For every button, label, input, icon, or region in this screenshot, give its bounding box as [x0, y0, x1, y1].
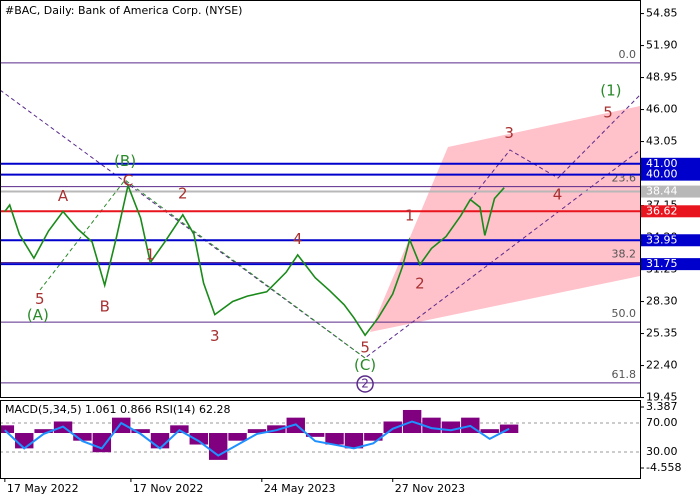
level-box [641, 157, 700, 170]
macd-bar [34, 429, 53, 434]
wave-label: 3 [210, 327, 220, 345]
wave-label: 5 [603, 103, 613, 121]
wave-label: 2 [361, 376, 369, 390]
y-tick-label: 51.90 [646, 39, 678, 52]
macd-bar [150, 433, 170, 449]
macd-bar [441, 421, 461, 434]
level-box [641, 205, 700, 218]
fib-label: 61.8 [612, 368, 637, 381]
y-tick-label: 22.40 [646, 359, 678, 372]
wave-label: 1 [405, 206, 415, 224]
y-tick-label: -4.558 [646, 461, 681, 474]
x-tick-label: 27 Nov 2023 [395, 482, 465, 495]
macd-bar [325, 433, 344, 445]
indicator-title: MACD(5,34,5) 1.061 0.866 RSI(14) 62.28 [5, 403, 230, 416]
macd-bar [73, 433, 92, 441]
level-box [641, 168, 700, 181]
y2-tick-label: 30.00 [646, 445, 678, 458]
level-label: 36.62 [646, 204, 678, 217]
macd-bar [364, 433, 383, 441]
y-tick-label: 48.95 [646, 71, 678, 84]
level-label: 40.00 [646, 168, 678, 181]
level-box [641, 234, 700, 247]
fib-label: 50.0 [612, 307, 637, 320]
wave-label: 5 [360, 339, 370, 357]
level-box [641, 258, 700, 271]
y2-tick-label: 70.00 [646, 416, 678, 429]
level-label: 38.44 [646, 185, 678, 198]
fib-label: 23.6 [612, 172, 637, 185]
annotation-circle [356, 375, 374, 393]
y-tick-label: 28.30 [646, 295, 678, 308]
level-label: 31.75 [646, 257, 678, 270]
wave-label: B [100, 297, 110, 315]
macd-bar [383, 421, 402, 434]
wave-label: 4 [293, 230, 303, 248]
y-tick-label: 54.85 [646, 7, 678, 20]
macd-bar [305, 433, 325, 437]
level-label: 33.95 [646, 233, 678, 246]
wave-label: C [123, 172, 133, 190]
macd-bar [189, 433, 208, 445]
trend-line [0, 89, 641, 359]
macd-bar [480, 429, 499, 434]
wave-label: 3 [504, 124, 514, 142]
level-box [641, 185, 700, 198]
macd-bar [15, 433, 34, 449]
macd-bar [247, 429, 267, 434]
wave-label: 4 [553, 186, 563, 204]
x-tick-label: 24 May 2023 [264, 482, 336, 495]
macd-bar [228, 433, 247, 441]
wave-label: (B) [114, 152, 136, 170]
y-tick-label: 43.05 [646, 135, 678, 148]
x-tick-label: 17 May 2022 [7, 482, 79, 495]
macd-bar [131, 429, 150, 434]
rsi-line [4, 420, 510, 457]
y-tick-label: 25.35 [646, 327, 678, 340]
layer: 54.8551.9048.9546.0043.0540.1037.1534.20… [0, 7, 700, 495]
chart-title: #BAC, Daily: Bank of America Corp. (NYSE… [5, 4, 242, 17]
fib-label: 0.0 [619, 48, 637, 61]
macd-bar [344, 433, 364, 449]
y-tick-label: 46.00 [646, 103, 678, 116]
y-tick-label: 3.387 [646, 400, 678, 413]
x-tick-label: 17 Nov 2022 [133, 482, 203, 495]
wave-line [39, 179, 366, 359]
macd-bar [0, 425, 15, 434]
wave-label: 5 [35, 290, 45, 308]
wave-label: A [58, 187, 69, 205]
y-tick-label: 19.45 [646, 391, 678, 404]
wave-label: 2 [178, 185, 188, 203]
level-label: 41.00 [646, 157, 678, 170]
price-line [4, 182, 505, 337]
wave-label: (1) [600, 82, 621, 100]
main-frame [0, 0, 641, 398]
fib-label: 38.2 [612, 247, 637, 260]
indicator-frame [0, 400, 641, 479]
target-channel [370, 106, 640, 332]
wave-label: (C) [354, 356, 376, 374]
wave-label: (A) [27, 306, 49, 324]
wave-label: 1 [146, 245, 156, 263]
wave-label: 2 [415, 275, 425, 293]
